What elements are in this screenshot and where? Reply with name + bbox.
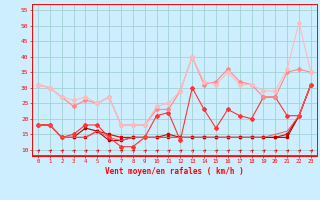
X-axis label: Vent moyen/en rafales ( km/h ): Vent moyen/en rafales ( km/h ) [105,167,244,176]
